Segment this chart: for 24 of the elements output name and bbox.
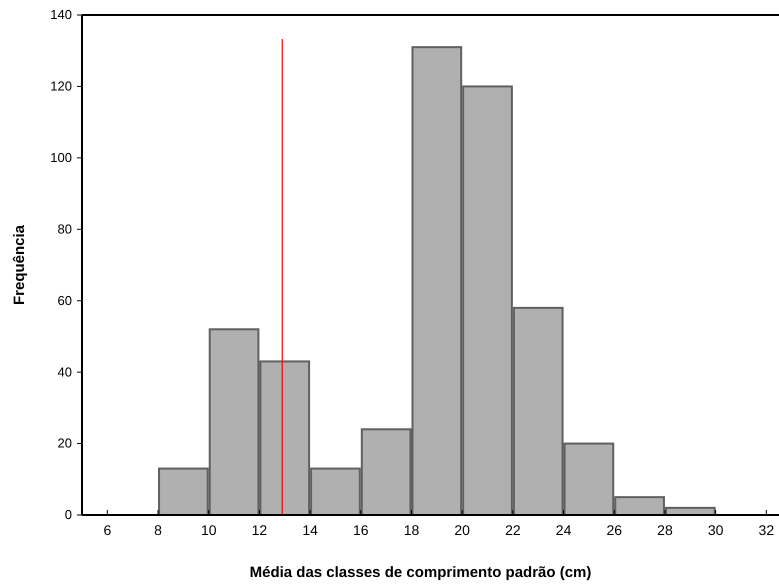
x-tick-label: 6 <box>103 522 112 538</box>
x-tick-label: 28 <box>657 522 673 538</box>
x-tick-label: 10 <box>200 522 217 538</box>
x-tick-label: 20 <box>454 522 470 538</box>
y-tick-label: 100 <box>50 150 72 166</box>
y-tick-label: 140 <box>50 7 72 22</box>
x-tick-label: 30 <box>708 522 724 538</box>
y-tick-label: 0 <box>64 507 72 522</box>
x-axis-title: Média das classes de comprimento padrão (cm) <box>250 564 592 581</box>
y-tick-label: 120 <box>50 78 72 94</box>
x-tick-label: 22 <box>505 522 521 538</box>
x-tick-label: 16 <box>353 522 369 538</box>
y-tick-label: 80 <box>58 221 72 236</box>
y-tick-label: 40 <box>58 364 72 380</box>
x-tick-label: 8 <box>154 522 162 538</box>
y-axis-title: Frequência <box>11 224 28 306</box>
y-tick-label: 60 <box>58 292 72 308</box>
x-tick-label: 24 <box>556 522 572 538</box>
x-tick-label: 12 <box>252 522 268 538</box>
y-tick-label: 20 <box>58 436 72 451</box>
x-tick-label: 32 <box>758 522 774 538</box>
x-tick-label: 26 <box>606 522 622 538</box>
x-tick-label: 14 <box>302 522 318 538</box>
x-tick-label: 18 <box>404 522 420 538</box>
